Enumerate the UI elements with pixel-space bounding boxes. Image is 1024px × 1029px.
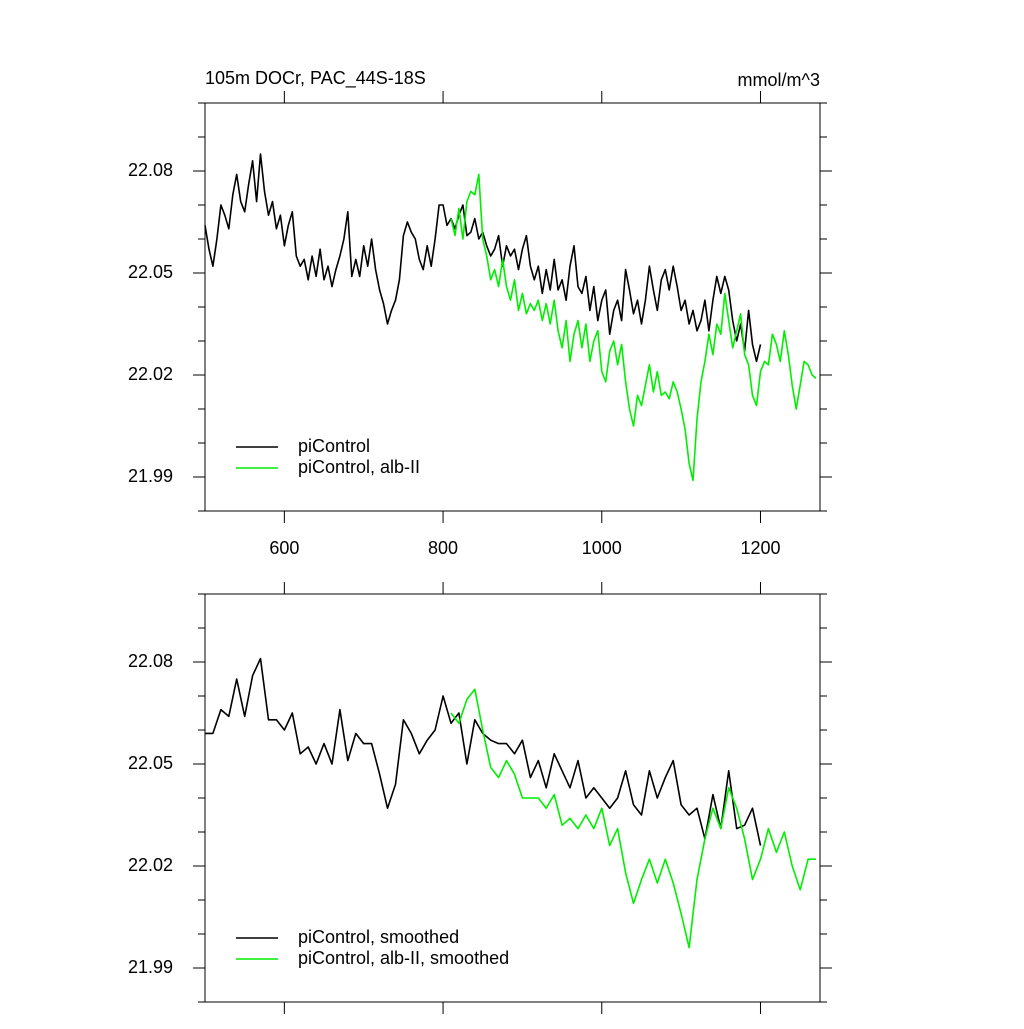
- y-tick-label: 22.02: [128, 855, 173, 875]
- y-tick-label: 21.99: [128, 466, 173, 486]
- series-line: [450, 688, 816, 949]
- legend-label: piControl, smoothed: [298, 927, 459, 947]
- units-label: mmol/m^3: [738, 70, 820, 90]
- legend-label: piControl, alb-II: [298, 457, 420, 477]
- legend-label: piControl, alb-II, smoothed: [298, 948, 509, 968]
- x-tick-label: 800: [428, 538, 458, 558]
- y-tick-label: 22.05: [128, 262, 173, 282]
- series-line: [204, 153, 762, 363]
- series-line: [205, 657, 762, 846]
- y-tick-label: 22.08: [128, 651, 173, 671]
- x-tick-label: 1000: [582, 538, 622, 558]
- series-line: [450, 173, 817, 482]
- x-tick-label: 1200: [740, 538, 780, 558]
- y-tick-label: 22.02: [128, 364, 173, 384]
- legend-label: piControl: [298, 436, 370, 456]
- chart-title: 105m DOCr, PAC_44S-18S: [205, 68, 426, 89]
- y-tick-label: 21.99: [128, 957, 173, 977]
- y-tick-label: 22.08: [128, 160, 173, 180]
- y-tick-label: 22.05: [128, 753, 173, 773]
- x-tick-label: 600: [269, 538, 299, 558]
